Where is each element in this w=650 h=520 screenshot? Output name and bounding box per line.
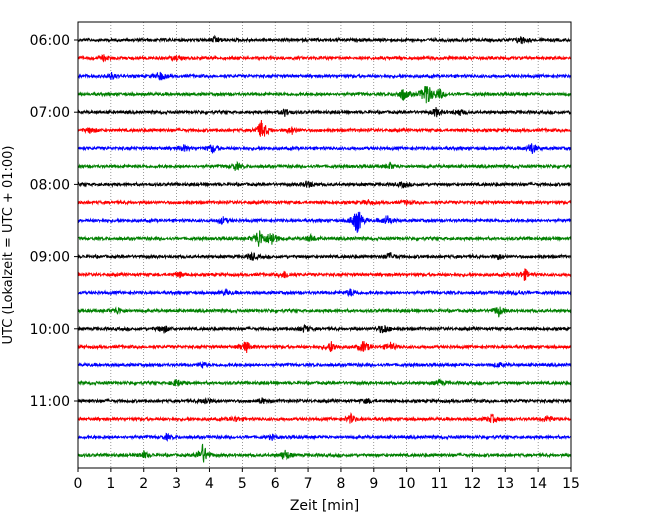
x-tick-label: 14 <box>529 476 547 492</box>
y-axis-ticks: 06:00 07:00 08:00 09:00 10:00 11:00 <box>30 33 78 410</box>
trace-1100 <box>77 396 572 405</box>
trace-0800 <box>77 180 572 190</box>
trace-0845 <box>77 230 572 247</box>
trace-0645 <box>77 86 572 104</box>
x-tick-label: 7 <box>304 476 313 492</box>
x-tick-label: 13 <box>496 476 514 492</box>
y-tick-label: 07:00 <box>30 105 70 121</box>
y-tick-label: 06:00 <box>30 33 70 49</box>
trace-0600 <box>77 34 571 45</box>
trace-0900 <box>77 251 572 262</box>
y-tick-label: 09:00 <box>30 250 70 266</box>
x-tick-label: 4 <box>205 476 214 492</box>
x-tick-label: 12 <box>463 476 481 492</box>
x-tick-label: 3 <box>172 476 181 492</box>
trace-0715 <box>77 120 571 137</box>
x-tick-label: 8 <box>336 476 345 492</box>
trace-0730 <box>77 143 572 155</box>
trace-1115 <box>77 411 571 424</box>
trace-0815 <box>77 199 572 208</box>
x-tick-label: 6 <box>271 476 280 492</box>
trace-0930 <box>77 288 572 298</box>
y-axis-label: UTC (Lokalzeit = UTC + 01:00) <box>1 146 16 345</box>
trace-0915 <box>77 268 572 282</box>
trace-0830 <box>77 211 572 233</box>
x-tick-label: 9 <box>369 476 378 492</box>
trace-0745 <box>77 160 572 171</box>
trace-1015 <box>77 340 572 354</box>
x-axis-ticks: 0 1 2 3 4 5 6 7 8 9 10 11 12 13 14 15 <box>74 468 580 492</box>
x-tick-label: 1 <box>106 476 115 492</box>
trace-0945 <box>77 306 572 318</box>
trace-1000 <box>77 323 572 334</box>
trace-0700 <box>77 107 572 118</box>
x-tick-label: 0 <box>74 476 83 492</box>
y-tick-label: 11:00 <box>30 394 70 410</box>
x-tick-label: 15 <box>562 476 580 492</box>
trace-0615 <box>77 54 571 63</box>
x-tick-label: 5 <box>238 476 247 492</box>
trace-1030 <box>77 360 572 369</box>
x-tick-label: 10 <box>398 476 416 492</box>
trace-series <box>77 34 572 463</box>
plot-frame <box>77 21 572 469</box>
y-tick-label: 10:00 <box>30 322 70 338</box>
x-axis-label: Zeit [min] <box>290 498 359 514</box>
trace-0630 <box>77 71 572 81</box>
x-tick-label: 11 <box>431 476 449 492</box>
trace-1130 <box>77 432 571 442</box>
trace-1045 <box>77 378 572 387</box>
x-tick-label: 2 <box>139 476 148 492</box>
y-tick-label: 08:00 <box>30 177 70 193</box>
trace-1145 <box>77 443 572 463</box>
